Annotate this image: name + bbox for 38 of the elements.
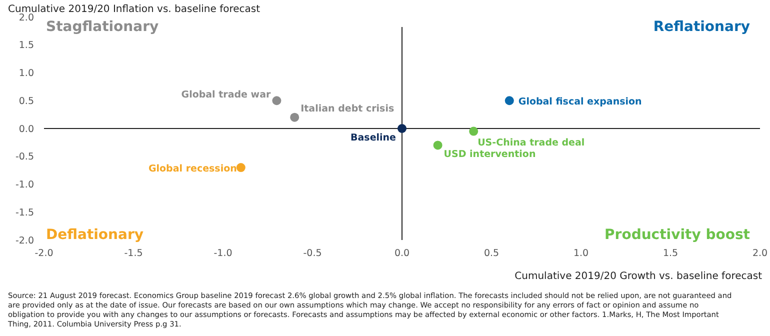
y-tick-label: 2.0: [18, 12, 34, 24]
x-tick-label: -2.0: [34, 248, 54, 259]
y-tick-label: -0.5: [15, 152, 34, 163]
x-tick-label: -0.5: [303, 248, 322, 259]
point: [433, 140, 442, 150]
series-label: Global fiscal expansion: [518, 96, 642, 108]
x-tick-label: 2.0: [752, 248, 768, 259]
annotation: Productivity boost: [604, 227, 750, 243]
point: [272, 96, 282, 106]
annotation: Reflationary: [653, 19, 750, 35]
y-tick-label: 1.5: [18, 40, 34, 52]
annotation: Deflationary: [46, 227, 144, 243]
x-tick-label: 1.0: [573, 248, 589, 259]
point: [398, 124, 406, 133]
y-tick-label: -1.0: [15, 180, 34, 191]
y-tick-label: -2.0: [15, 235, 34, 246]
series-label: USD intervention: [444, 149, 536, 160]
y-tick-label: 1.0: [18, 68, 34, 80]
y-tick-label: 0.5: [18, 96, 34, 107]
x-tick-label: 0.5: [484, 248, 500, 259]
chart-title: Cumulative 2019/20 Inflation vs. baseline forecast: [8, 4, 260, 15]
y-tick-label: 0.0: [18, 124, 34, 135]
y-tick-label: -1.5: [15, 207, 34, 218]
point: [469, 126, 478, 136]
series-label: Baseline: [350, 132, 396, 144]
annotation: Stagflationary: [46, 19, 159, 35]
series-label: US-China trade deal: [478, 137, 585, 148]
series-label: Italian debt crisis: [300, 103, 394, 114]
x-axis-title: Cumulative 2019/20 Growth vs. baseline forecast: [514, 271, 762, 282]
point: [290, 112, 300, 122]
point: [504, 96, 514, 106]
point: [236, 163, 246, 172]
x-tick-label: -1.5: [124, 248, 143, 259]
x-tick-label: 0.0: [394, 248, 410, 259]
x-tick-label: -1.0: [214, 248, 232, 259]
series-label: Global trade war: [181, 90, 272, 101]
x-tick-label: 1.5: [662, 248, 678, 259]
series-label: Global recession: [148, 164, 238, 175]
